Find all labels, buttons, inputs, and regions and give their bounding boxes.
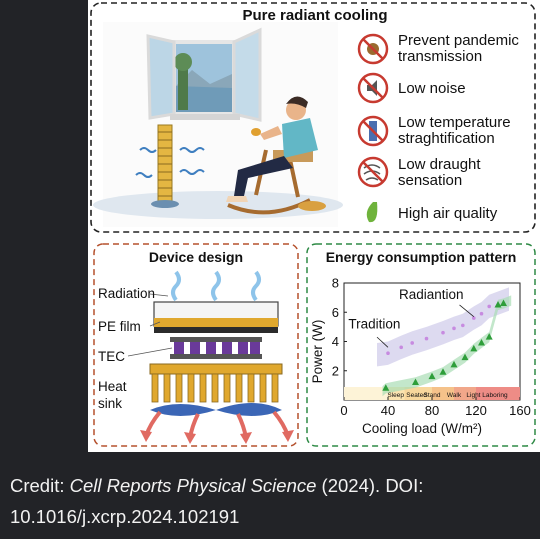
tradition-band [377,287,509,367]
activity-band [454,387,476,400]
radiantion-point [412,378,419,385]
feature-label-line1: Low draught [398,156,481,173]
caption-doi: 10.1016/j.xcrp.2024.102191 [10,506,240,527]
device-label-pe-film: PE film [98,319,141,334]
radiantion-point [500,299,507,306]
device-label-sink: sink [98,396,122,411]
feature-item-draught: Low draught sensation [357,156,481,189]
feature-item-air-quality: High air quality [366,202,498,223]
airflow [150,403,282,416]
y-tick-label: 4 [332,334,339,349]
device-panel-border [93,243,299,447]
feature-item-temperature: Low temperature straghtification [357,114,511,147]
radiantion-point [461,353,469,361]
feature-label-line1: Low temperature [398,114,511,131]
y-tick-label: 6 [332,305,339,320]
top-panel-title: Pure radiant cooling [242,7,387,24]
caption-journal: Cell Reports Physical Science [69,475,317,496]
radiantion-point [450,360,458,368]
activity-band-label: Light Laboring [466,392,508,399]
tradition-point [410,341,415,345]
feature-item-pandemic: Prevent pandemic transmission [357,32,519,65]
radiation-wave [171,270,181,302]
x-tick-label: 160 [509,403,531,418]
caption: Credit: Cell Reports Physical Science (2… [10,470,535,532]
tradition-point [472,316,476,320]
feature-item-noise: Low noise [357,72,466,104]
caption-prefix: Credit: [10,475,70,496]
tradition-point [386,351,390,356]
tradition-point [487,304,492,309]
energy-panel-title: Energy consumption pattern [326,249,517,265]
radiantion-point [478,338,485,346]
top-panel-border [90,2,536,233]
activity-band [344,387,388,400]
tradition-point [424,336,429,341]
feature-label-line1: Prevent pandemic [398,32,519,49]
activity-band-label: Seated [406,392,427,399]
radiantion-point [494,300,502,308]
tradition-point [399,345,404,350]
radiant-cooling-illustration [93,22,343,227]
activity-band-label: Stand [424,392,441,399]
device-panel-title: Device design [149,249,243,265]
x-tick-label: 0 [340,403,347,418]
series-label-radiantion: Radiantion [399,287,464,302]
figure: Pure radiant cooling [88,0,540,452]
y-axis-label: Power (W) [310,320,325,384]
feature-label-line1: High air quality [398,205,498,222]
feature-label-line2: transmission [398,48,482,65]
series-label-tradition: Tradition [348,316,400,331]
activity-band [404,387,432,400]
y-axis-ticks: 2 4 6 8 [332,276,347,378]
heat-sink [149,363,283,375]
radiantion-point [485,333,493,340]
x-axis-label: Cooling load (W/m²) [362,421,482,436]
activity-band [476,387,520,400]
feature-label-line1: Low noise [398,80,466,97]
feature-label-line2: sensation [398,172,462,189]
tradition-point [461,323,465,328]
feature-label-line2: straghtification [398,130,495,147]
y-tick-label: 8 [332,276,339,291]
tec-module [174,342,260,354]
tradition-leader [376,336,389,348]
radiantion-point [382,384,390,391]
device-label-heat: Heat [98,379,127,394]
radiantion-point [470,344,478,352]
radiantion-leader [459,304,475,317]
radiantion-point [428,372,436,380]
radiation-wave [251,270,261,302]
x-tick-label: 120 [465,403,487,418]
tradition-point [441,330,445,335]
activity-band-label: Sleep [387,392,404,399]
caption-suffix: (2024). DOI: [316,475,424,496]
x-tick-label: 40 [381,403,395,418]
y-tick-label: 2 [332,363,339,378]
tradition-point [479,311,484,316]
device-label-radiation: Radiation [98,286,155,301]
leaf-icon [366,202,378,223]
figure-graphic: Pure radiant cooling [90,2,536,447]
x-tick-label: 80 [425,403,439,418]
data-points [376,299,507,391]
energy-panel-border [306,243,536,447]
tradition-point [452,326,456,331]
activity-band-label: Walk [447,392,462,399]
x-axis-ticks: 0 40 80 120 160 [340,397,531,418]
device-illustration [127,270,294,444]
activity-band [432,387,454,400]
device-label-tec: TEC [98,349,125,364]
radiation-wave [211,270,221,302]
feature-list: Prevent pandemic transmission Low noise … [357,32,519,223]
radiantion-point [439,368,447,375]
